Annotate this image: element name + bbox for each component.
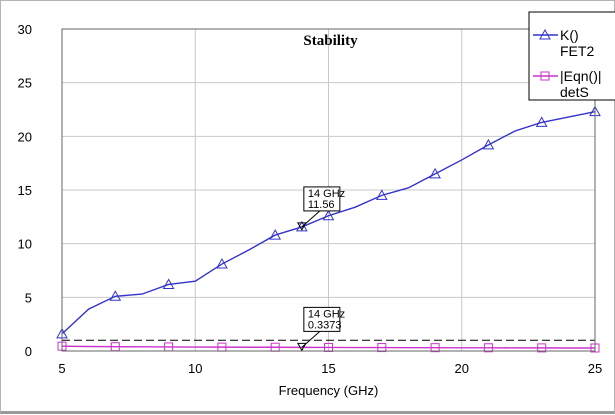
series-line-2 [61, 345, 595, 349]
legend: K()FET2 |Eqn()|detS [528, 11, 615, 101]
legend-series-source: FET2 [560, 43, 594, 59]
data-point-triangle [269, 229, 282, 240]
legend-series-name: |Eqn()| [560, 68, 602, 84]
legend-square-icon [540, 71, 550, 81]
marker-freq-label: 14 GHz [308, 188, 345, 200]
legend-series-name: K() [560, 27, 579, 43]
data-point-square [537, 343, 547, 353]
x-axis-label: Frequency (GHz) [279, 383, 379, 398]
tick-labels: 5 10 15 20 25 0 5 10 15 20 25 30 [18, 22, 603, 376]
legend-triangle-icon [539, 28, 551, 40]
plot-area [61, 28, 596, 352]
y-tick-label: 20 [18, 129, 32, 144]
marker-leader-line [301, 210, 321, 228]
data-point-triangle [109, 290, 122, 301]
x-tick-label: 20 [455, 361, 469, 376]
marker-box [303, 186, 341, 212]
data-point-triangle [322, 209, 335, 221]
data-point-triangle [535, 116, 548, 127]
data-point-square [483, 343, 493, 353]
data-point-triangle [482, 138, 495, 150]
marker-value-label: 0.3373 [308, 319, 342, 331]
data-point-square [377, 343, 387, 353]
y-tick-label: 0 [25, 344, 32, 359]
x-tick-label: 25 [588, 361, 602, 376]
chart-title: Stability [303, 33, 358, 49]
y-tick-label: 5 [25, 290, 32, 305]
y-tick-label: 10 [18, 237, 32, 252]
x-tick-label: 5 [58, 361, 65, 376]
data-point-triangle [375, 189, 388, 200]
marker-value-label: 11.56 [308, 199, 335, 211]
legend-box [528, 11, 615, 101]
data-point-triangle [216, 258, 228, 269]
data-point-triangle [429, 167, 441, 179]
marker-leader-line [301, 331, 321, 348]
series-line-1 [61, 110, 596, 335]
y-tick-label: 30 [18, 22, 32, 37]
data-point-square [430, 343, 440, 353]
data-point-triangle [162, 278, 175, 289]
legend-series-source: detS [560, 84, 589, 100]
x-tick-label: 15 [321, 361, 335, 376]
x-tick-label: 10 [188, 361, 202, 376]
series-layer [56, 105, 601, 353]
marker-point [296, 222, 307, 231]
marker-box [303, 306, 341, 332]
marker-point [296, 342, 307, 352]
y-tick-label: 15 [18, 183, 32, 198]
marker-freq-label: 14 GHz [308, 308, 345, 320]
y-tick-label: 25 [18, 76, 32, 91]
